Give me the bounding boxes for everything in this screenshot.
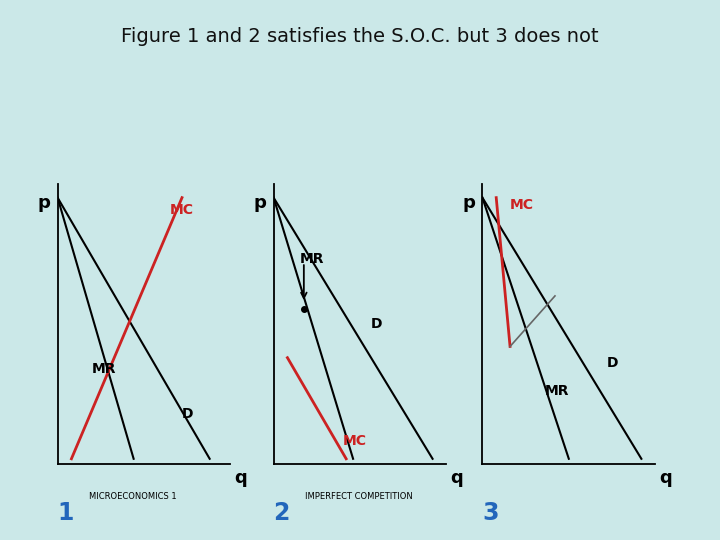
Text: p: p <box>253 194 266 212</box>
Text: p: p <box>462 194 475 212</box>
Text: 3: 3 <box>482 501 499 525</box>
Text: D: D <box>607 356 618 370</box>
Text: 1: 1 <box>58 501 74 525</box>
Text: p: p <box>37 194 50 212</box>
Text: Figure 1 and 2 satisfies the S.O.C. but 3 does not: Figure 1 and 2 satisfies the S.O.C. but … <box>121 27 599 46</box>
Text: MC: MC <box>343 434 366 448</box>
Text: D: D <box>182 407 194 421</box>
Text: q: q <box>660 469 672 488</box>
Text: MC: MC <box>510 198 534 212</box>
Text: D: D <box>370 317 382 331</box>
Text: MR: MR <box>300 252 324 266</box>
Text: 2: 2 <box>274 501 290 525</box>
Text: MC: MC <box>170 203 194 217</box>
Text: MICROECONOMICS 1: MICROECONOMICS 1 <box>89 492 176 502</box>
Text: IMPERFECT COMPETITION: IMPERFECT COMPETITION <box>305 492 413 502</box>
Text: q: q <box>235 469 247 488</box>
Text: MR: MR <box>92 362 117 376</box>
Text: q: q <box>451 469 463 488</box>
Text: MR: MR <box>544 384 569 399</box>
